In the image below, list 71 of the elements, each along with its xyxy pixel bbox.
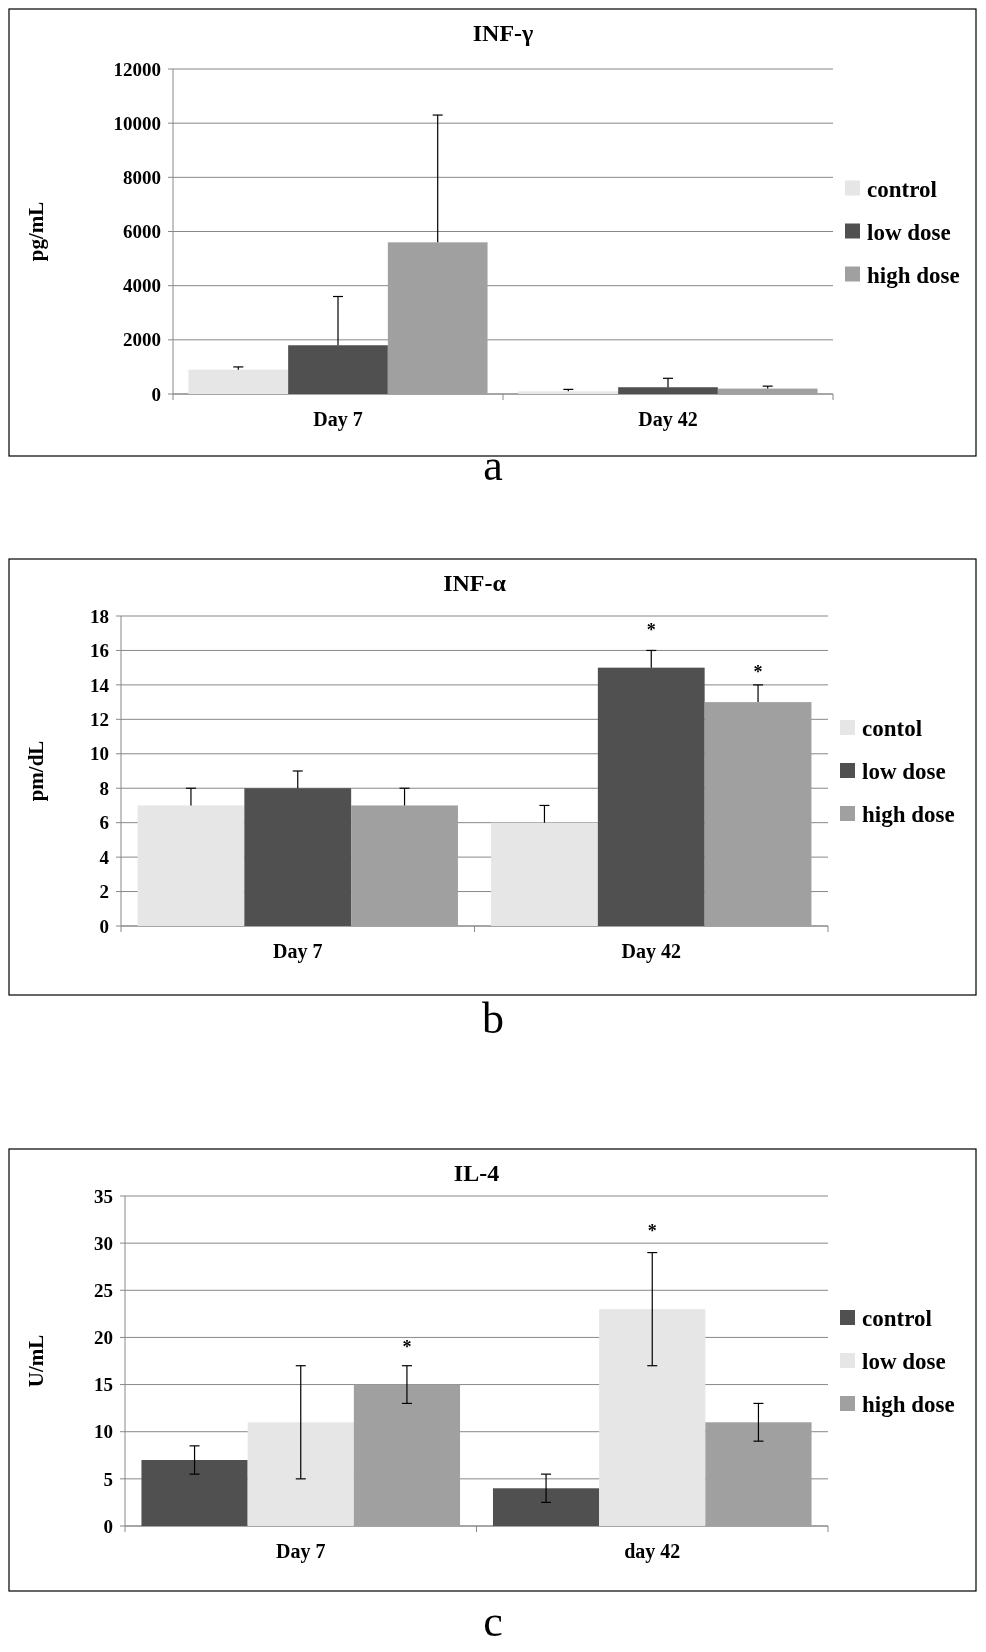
legend-label: high dose: [867, 262, 960, 288]
y-axis-title: pm/dL: [23, 740, 48, 802]
y-tick-label: 4: [99, 846, 110, 868]
y-axis-title: U/mL: [23, 1334, 48, 1388]
y-tick-label: 0: [103, 1515, 113, 1537]
y-tick-label: 5: [103, 1468, 113, 1490]
x-tick-label: Day 42: [621, 940, 681, 963]
y-tick-label: 18: [90, 605, 109, 627]
x-tick-label: day 42: [624, 1540, 681, 1563]
bar: [353, 1384, 461, 1526]
text: c: [483, 1597, 503, 1646]
x-tick-label: Day 7: [276, 1540, 326, 1563]
annotation: *: [647, 1221, 657, 1242]
annotation: *: [646, 620, 656, 641]
chart-title: INF-γ: [472, 20, 534, 46]
y-tick-label: 6000: [123, 221, 161, 243]
bar: [704, 702, 812, 926]
y-tick-label: 2000: [123, 329, 161, 351]
y-tick-label: 0: [99, 915, 109, 937]
bar: [351, 805, 458, 926]
y-tick-label: 4000: [123, 275, 161, 297]
y-tick-label: 6: [99, 812, 109, 834]
y-tick-label: 10000: [113, 112, 161, 134]
x-tick-label: Day 42: [638, 408, 698, 431]
bar: [491, 822, 598, 926]
bar: [492, 1488, 600, 1526]
y-tick-label: 10: [94, 1421, 113, 1443]
y-tick-label: 14: [90, 674, 110, 696]
legend-label: low dose: [862, 759, 946, 785]
legend-label: control: [867, 176, 937, 202]
x-tick-label: Day 7: [273, 940, 323, 963]
y-tick-label: 8: [99, 777, 109, 799]
y-tick-label: 35: [94, 1185, 113, 1207]
bar: [137, 805, 245, 926]
legend-label: contol: [862, 716, 923, 742]
y-tick-label: 12: [90, 708, 109, 730]
bar: [618, 387, 718, 394]
text: b: [482, 994, 504, 1043]
legend-label: high dose: [862, 1392, 955, 1418]
y-tick-label: 12000: [113, 58, 161, 80]
legend-label: low dose: [862, 1349, 946, 1375]
bar: [288, 345, 388, 394]
y-tick-label: 2: [99, 881, 109, 903]
y-tick-label: 30: [94, 1232, 113, 1254]
chart-title: INF-α: [443, 570, 507, 596]
bar: [705, 1422, 812, 1526]
bar: [597, 667, 705, 926]
y-axis-title: pg/mL: [23, 201, 48, 262]
y-tick-label: 15: [94, 1374, 113, 1396]
bar: [518, 391, 619, 394]
chart-title: IL-4: [453, 1160, 500, 1186]
legend-label: low dose: [867, 219, 951, 245]
annotation: *: [402, 1337, 412, 1358]
bar: [141, 1460, 248, 1526]
legend-label: control: [862, 1306, 932, 1332]
bar: [244, 788, 352, 926]
y-tick-label: 25: [94, 1279, 113, 1301]
x-tick-label: Day 7: [313, 408, 363, 431]
annotation: *: [753, 662, 763, 683]
bar: [188, 369, 289, 394]
bar: [717, 388, 818, 394]
y-tick-label: 8000: [123, 166, 161, 188]
y-tick-label: 16: [90, 640, 109, 662]
text: a: [483, 441, 503, 490]
legend-label: high dose: [862, 802, 955, 828]
bar: [247, 1422, 354, 1526]
bar: [387, 242, 488, 394]
y-tick-label: 20: [94, 1327, 113, 1349]
y-tick-label: 0: [151, 383, 161, 405]
bar: [599, 1309, 706, 1526]
y-tick-label: 10: [90, 743, 109, 765]
